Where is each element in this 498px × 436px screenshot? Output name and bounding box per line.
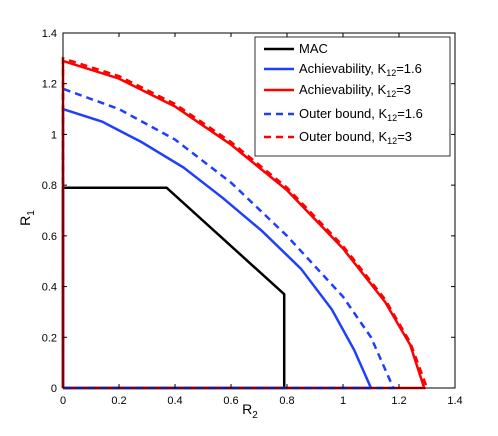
legend-label-1: Achievability, K12=1.6 <box>299 61 422 78</box>
y-tick-label-1: 0.2 <box>42 332 57 344</box>
legend-label-4-tail: =3 <box>397 129 412 144</box>
x-tick-label-2: 0.4 <box>167 395 182 407</box>
legend-label-2-sub: 12 <box>386 89 396 99</box>
x-axis-label-sub: 2 <box>252 410 258 421</box>
x-tick-label-5: 1 <box>340 395 346 407</box>
legend-box <box>254 36 451 157</box>
x-tick-label-6: 1.2 <box>391 395 406 407</box>
x-tick-label-4: 0.8 <box>279 395 294 407</box>
legend-label-2-tail: =3 <box>396 82 411 97</box>
series-line-4 <box>61 56 429 389</box>
legend-label-3: Outer bound, K12=1.6 <box>299 106 423 123</box>
legend-label-1-tail: =1.6 <box>396 61 422 76</box>
plot-frame <box>62 32 456 389</box>
y-tick-label-0: 0 <box>51 383 57 395</box>
x-tick-label-7: 1.4 <box>447 395 462 407</box>
y-tick-label-6: 1.2 <box>42 79 57 91</box>
y-tick-label-5: 1 <box>51 129 57 141</box>
legend-label-4: Outer bound, K12=3 <box>299 129 412 146</box>
x-axis-label-main: R <box>242 401 252 417</box>
x-tick-label-3: 0.6 <box>223 395 238 407</box>
legend-label-0-main: MAC <box>299 41 328 56</box>
y-tick-label-7: 1.4 <box>42 28 57 40</box>
legend-label-3-main: Outer bound, K <box>299 106 387 121</box>
y-tick-label-2: 0.4 <box>42 282 57 294</box>
y-axis-label-sub: 1 <box>26 210 37 216</box>
legend-label-1-main: Achievability, K <box>299 61 387 76</box>
legend-label-2-main: Achievability, K <box>299 82 387 97</box>
y-axis-label: R1 <box>17 210 37 226</box>
x-axis-label: R2 <box>242 401 258 421</box>
legend-label-4-main: Outer bound, K <box>299 129 387 144</box>
legend-label-0: MAC <box>299 41 328 56</box>
ticks-layer: 0 0.2 0.4 0.6 0.8 1 1.2 1.4 0 0.2 0.4 0.6 0.8 1 1.2 1.4 <box>42 28 463 407</box>
x-tick-label-0: 0 <box>60 395 66 407</box>
legend-label-2: Achievability, K12=3 <box>299 82 411 99</box>
y-axis-label-main: R <box>17 216 33 226</box>
legend-items: MAC Achievability, K12=1.6 Achievability… <box>264 41 423 146</box>
y-tick-label-3: 0.6 <box>42 231 57 243</box>
legend: MAC Achievability, K12=1.6 Achievability… <box>254 36 451 157</box>
y-tick-label-4: 0.8 <box>42 180 57 192</box>
series-line-3 <box>61 87 396 390</box>
series-line-1 <box>61 107 373 390</box>
legend-label-4-sub: 12 <box>387 136 397 146</box>
legend-label-3-sub: 12 <box>387 113 397 123</box>
legend-label-1-sub: 12 <box>386 68 396 78</box>
x-tick-label-1: 0.2 <box>111 395 126 407</box>
legend-label-3-tail: =1.6 <box>397 106 423 121</box>
series-line-2 <box>61 59 426 390</box>
